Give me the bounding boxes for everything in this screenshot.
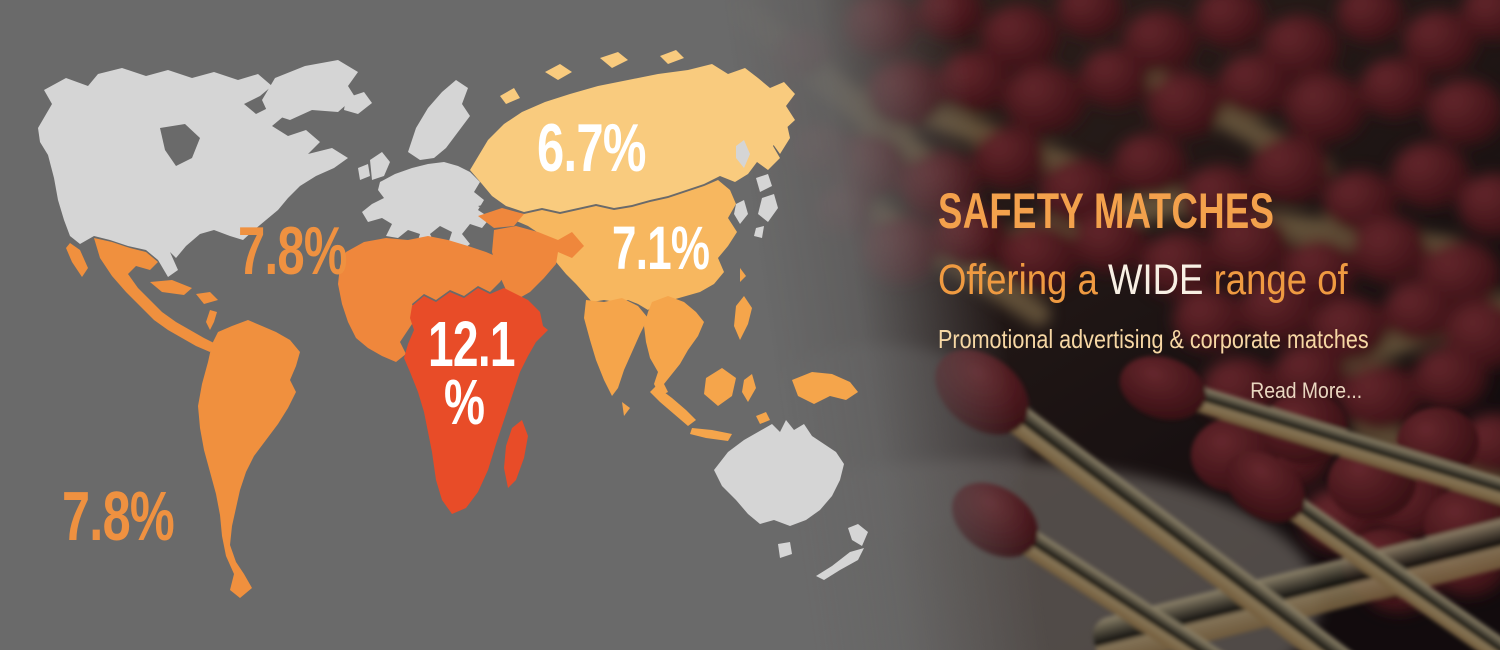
map-region-south-america [198,320,300,598]
banner-title: SAFETY MATCHES [938,183,1275,239]
map-region-hispaniola [196,292,218,304]
map-region-honshu [758,194,778,222]
map-region-east-asia [506,180,737,310]
map-region-new-guinea [792,372,858,404]
map-region-scandinavia [408,80,470,160]
map-region-india [584,298,648,396]
label-africa-share-value: 12.1 [428,308,516,380]
read-more-link[interactable]: Read More... [1250,378,1362,403]
map-region-ireland [358,164,370,180]
map-region-korea [734,200,748,224]
label-africa-share-sign: % [444,366,485,438]
map-region-europe [362,162,490,254]
map-arctic-island-3 [660,50,684,64]
map-region-north-africa [338,236,508,362]
map-region-north-america [38,68,348,277]
map-region-britain [370,152,390,180]
map-arctic-island-1 [545,64,572,80]
map-region-sumatra [650,386,696,426]
map-region-baja [66,243,88,277]
map-region-middle-east [492,226,584,300]
map-region-hokkaido [756,174,772,192]
map-region-iceland [344,92,372,114]
map-region-madagascar [504,420,528,488]
map-island-moluccas [756,412,770,424]
map-region-java [690,428,732,441]
subtitle-part1: Offering a [938,256,1108,304]
map-hudson-bay [160,124,200,166]
map-region-sri-lanka [622,402,630,416]
map-region-greenland [262,60,358,120]
label-east-asia-share: 7.1% [612,214,710,282]
map-region-nz-south [816,548,864,580]
map-region-kyushu [754,226,764,238]
map-region-sakhalin [736,140,750,168]
map-region-australia [714,420,844,526]
map-region-sub-saharan-africa [404,288,548,514]
map-region-mexico-central-america [94,238,216,352]
label-russia-share: 6.7% [537,110,646,186]
map-region-tasmania [778,542,792,558]
label-south-america-share: 7.8% [62,477,175,555]
map-region-indochina [644,296,704,396]
label-north-atlantic-share: 7.8% [238,213,347,289]
map-region-sulawesi [742,374,756,402]
map-region-cuba [150,280,192,295]
banner-tagline: Promotional advertising & corporate matc… [938,324,1369,354]
map-region-borneo [704,368,736,406]
map-region-antilles [206,310,217,330]
map-region-russia [470,64,795,212]
map-region-nz-north [848,524,868,546]
banner-subtitle: Offering a WIDE range of [938,256,1348,305]
map-arctic-island-2 [600,52,628,68]
map-arctic-island-4 [500,88,520,104]
map-region-turkey [478,208,524,228]
map-region-kamchatka [768,112,790,154]
subtitle-part2: range of [1203,256,1348,304]
subtitle-highlight: WIDE [1108,256,1204,304]
map-region-philippines [734,296,752,340]
map-region-taiwan [740,268,746,282]
